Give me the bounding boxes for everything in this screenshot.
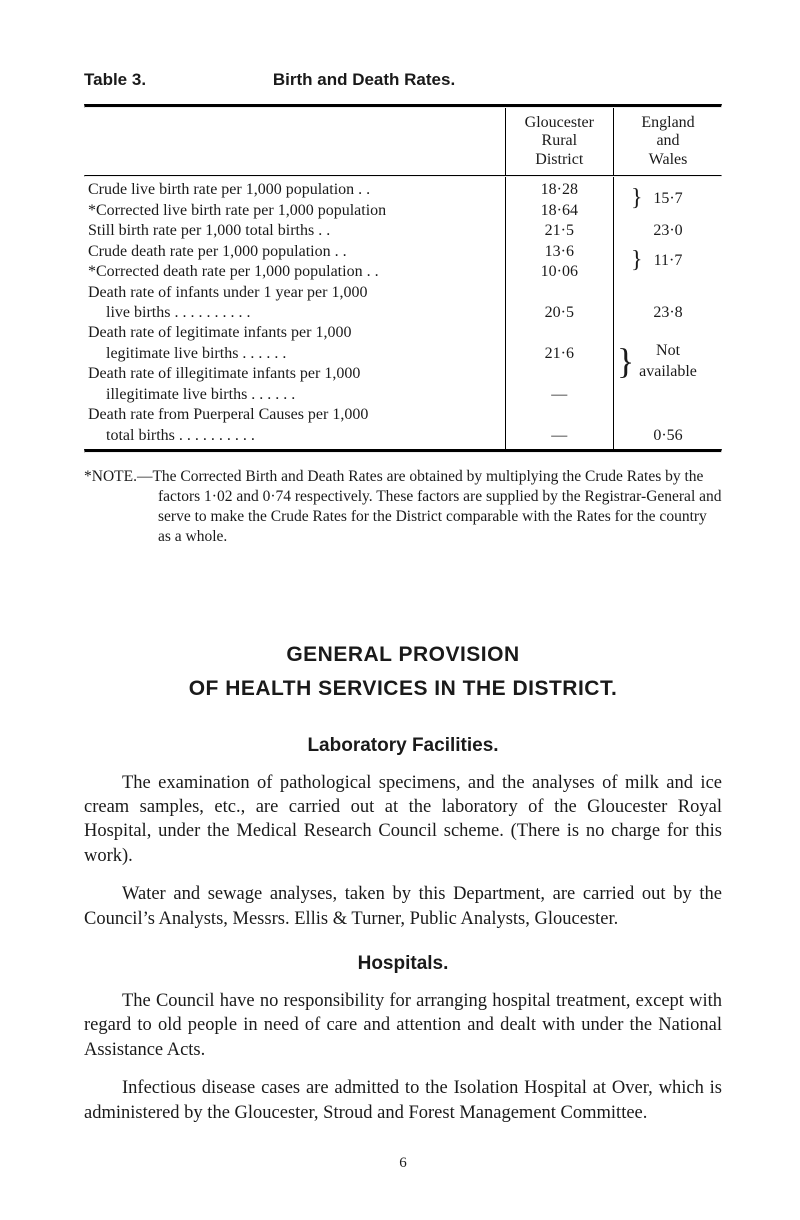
table-row: total births . . . . . . . . . . — 0·56 [84, 426, 722, 446]
brace-group: } Notavailable [623, 323, 713, 382]
paragraph: Infectious disease cases are admitted to… [84, 1076, 722, 1125]
table-header-line: Table 3. Birth and Death Rates. [84, 70, 722, 90]
paragraph: The Council have no responsibility for a… [84, 989, 722, 1062]
heading-of-health-services: OF HEALTH SERVICES IN THE DISTRICT. [84, 677, 722, 701]
table-row: Death rate of infants under 1 year per 1… [84, 283, 722, 303]
rates-table: GloucesterRuralDistrict EnglandandWales … [84, 108, 722, 449]
page-number: 6 [84, 1155, 722, 1172]
table-row: Death rate from Puerperal Causes per 1,0… [84, 405, 722, 425]
table-row: live births . . . . . . . . . . 20·5 23·… [84, 303, 722, 323]
heading-hospitals: Hospitals. [84, 953, 722, 975]
note-label: *NOTE.— [84, 468, 152, 485]
table-label: Table 3. [84, 70, 146, 90]
brace-icon: } [631, 248, 643, 272]
note-text: The Corrected Birth and Death Rates are … [152, 468, 721, 544]
table-row: Crude death rate per 1,000 population . … [84, 242, 722, 262]
brace-icon: } [631, 186, 643, 210]
table-row: Crude live birth rate per 1,000 populati… [84, 180, 722, 200]
table-row: Death rate of legitimate infants per 1,0… [84, 323, 722, 343]
table-title: Birth and Death Rates. [273, 70, 455, 90]
col-header-gloucester: GloucesterRuralDistrict [505, 108, 613, 175]
heading-general-provision: GENERAL PROVISION [84, 643, 722, 667]
brace-group: } 11·7 [633, 242, 703, 271]
paragraph: The examination of pathological specimen… [84, 771, 722, 869]
col-header-england: EnglandandWales [614, 108, 722, 175]
brace-icon: } [617, 343, 634, 379]
table-row: Still birth rate per 1,000 total births … [84, 221, 722, 241]
heading-laboratory: Laboratory Facilities. [84, 735, 722, 757]
brace-group: } 15·7 [633, 180, 703, 209]
rule-bottom [84, 449, 722, 453]
footnote: *NOTE.—The Corrected Birth and Death Rat… [84, 467, 722, 546]
paragraph: Water and sewage analyses, taken by this… [84, 882, 722, 931]
